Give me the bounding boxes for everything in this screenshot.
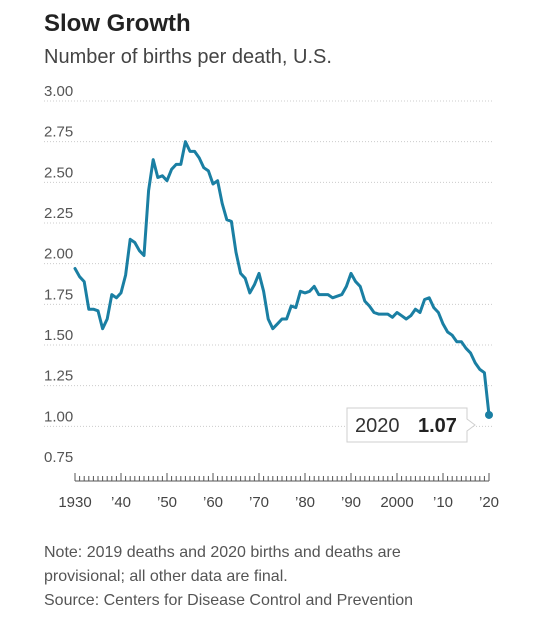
- x-tick-label: ’50: [157, 494, 177, 511]
- y-tick-label: 2.00: [44, 246, 73, 263]
- note-line-2: provisional; all other data are final.: [44, 568, 288, 585]
- x-axis-labels: 1930 ’40 ’50 ’60 ’70 ’80 ’90 2000 ’10 ’20: [58, 494, 499, 511]
- y-tick-label: 3.00: [44, 83, 73, 100]
- x-tick-label: ’90: [341, 494, 361, 511]
- y-tick-label: 1.25: [44, 368, 73, 385]
- x-tick-label: ’80: [295, 494, 315, 511]
- x-tick-label: ’40: [111, 494, 131, 511]
- series-line: [73, 140, 491, 417]
- y-tick-label: 1.75: [44, 286, 73, 303]
- chart-notes: Note: 2019 deaths and 2020 births and de…: [44, 541, 514, 613]
- note-line-1: Note: 2019 deaths and 2020 births and de…: [44, 544, 401, 561]
- callout-year: 2020: [355, 415, 400, 437]
- callout-value: 1.07: [418, 415, 457, 437]
- y-tick-label: 2.25: [44, 205, 73, 222]
- y-tick-label: 2.50: [44, 164, 73, 181]
- x-tick-label: 1930: [58, 494, 91, 511]
- x-tick-label: ’20: [479, 494, 499, 511]
- callout-box: [346, 407, 476, 443]
- line-chart: 3.00 2.75 2.50 2.25 2.00 1.75 1.50 1.25 1.00 0.75…: [44, 83, 499, 511]
- end-point-marker: [485, 410, 493, 419]
- x-tick-label: ’10: [433, 494, 453, 511]
- chart-title: Slow Growth: [44, 10, 191, 37]
- x-tick-label: ’60: [203, 494, 223, 511]
- y-tick-label: 1.50: [44, 327, 73, 344]
- y-axis-labels: 3.00 2.75 2.50 2.25 2.00 1.75 1.50 1.25 1.00 0.75: [44, 83, 73, 466]
- y-tick-label: 1.00: [44, 408, 73, 425]
- gridlines: [44, 100, 494, 427]
- x-tick-label: 2000: [380, 494, 413, 511]
- y-tick-label: 2.75: [44, 124, 73, 141]
- source-line: Source: Centers for Disease Control and …: [44, 592, 414, 609]
- end-point-callout: 2020 1.07: [346, 407, 476, 443]
- y-tick-label: 0.75: [44, 449, 73, 466]
- chart-subtitle: Number of births per death, U.S.: [44, 46, 332, 68]
- x-axis: [74, 473, 490, 482]
- x-tick-label: ’70: [249, 494, 269, 511]
